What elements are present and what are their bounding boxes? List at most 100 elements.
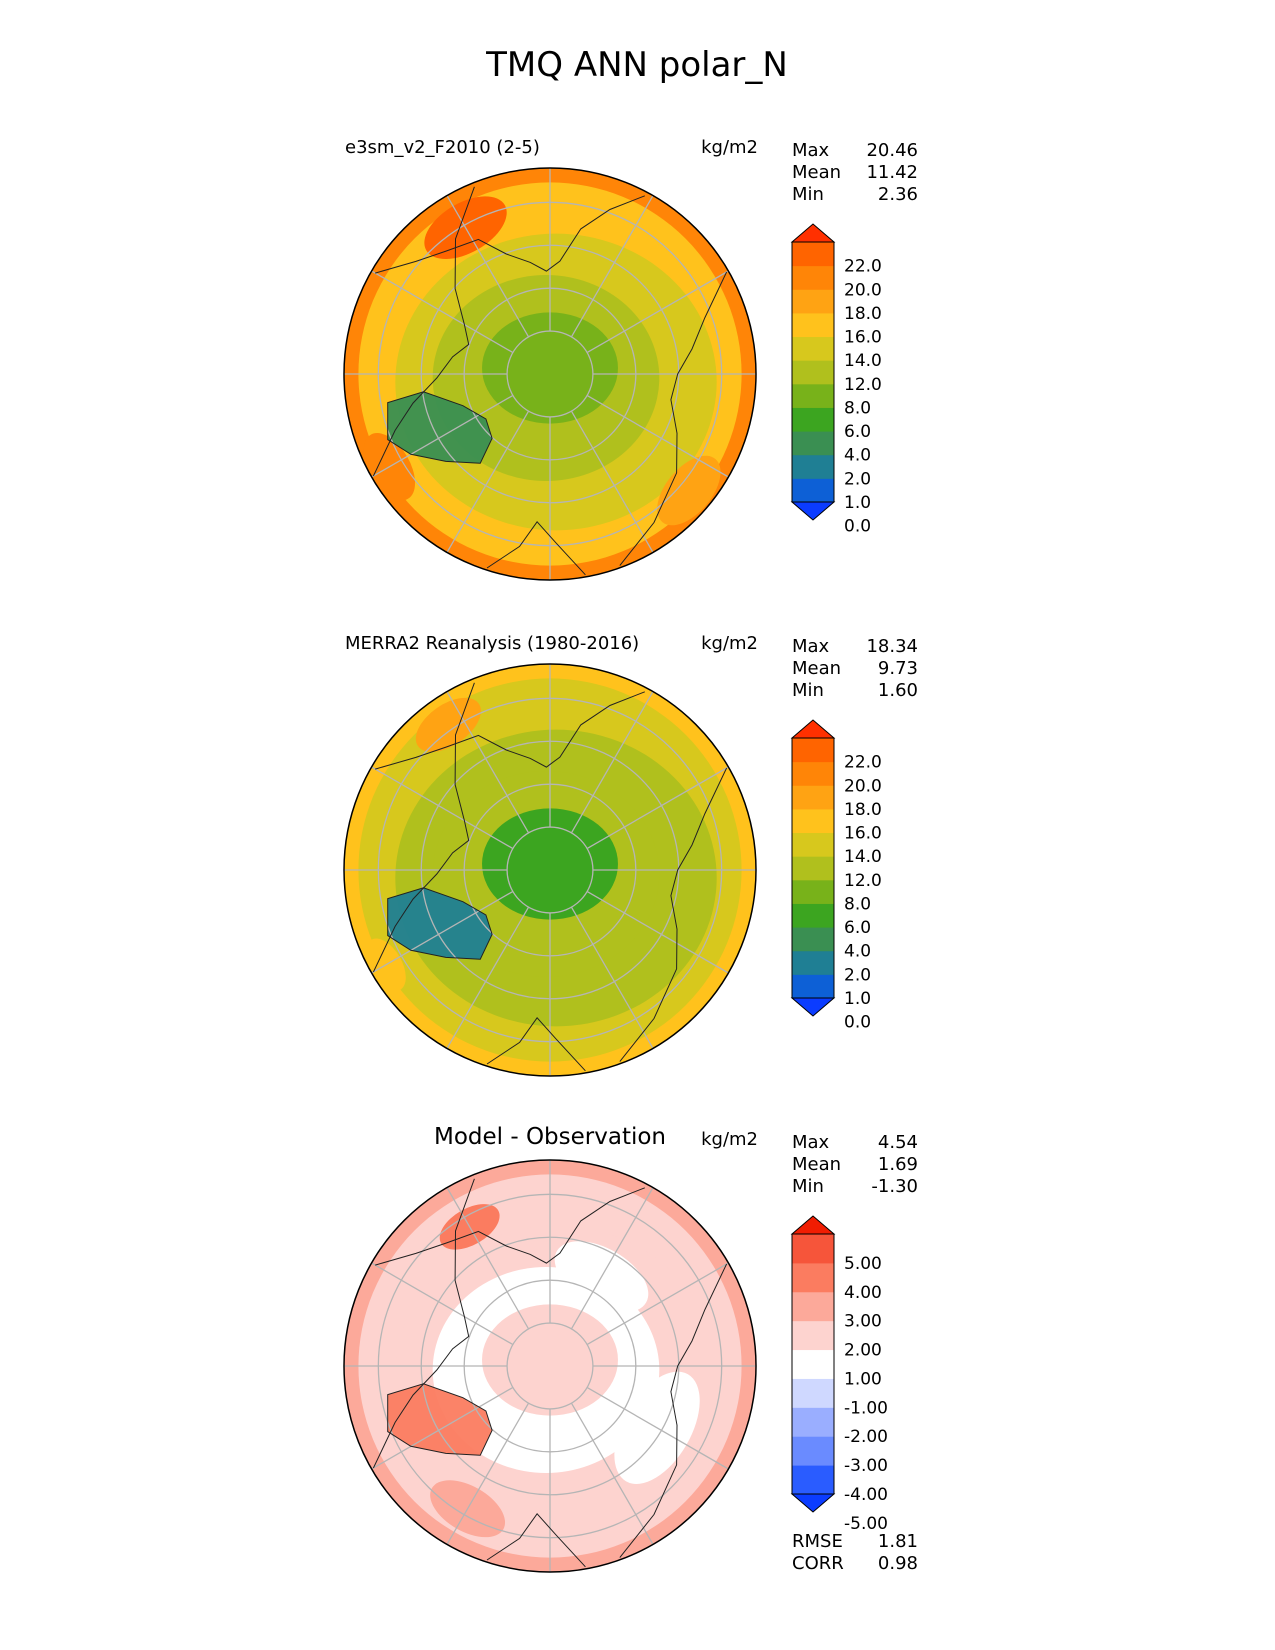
units-label: kg/m2 (701, 137, 758, 158)
panel-test: e3sm_v2_F2010 (2-5) kg/m2 Max 20.46 Mean 11.4… (343, 137, 918, 581)
colorbar-extend-max (790, 719, 836, 739)
field-patch (415, 697, 481, 752)
colorbar-bin (792, 431, 834, 456)
meridian-line (587, 395, 729, 478)
stat-label: Min (792, 1176, 824, 1197)
colorbar-tick-label: 4.0 (844, 446, 871, 466)
meridian-line (587, 1262, 729, 1345)
colorbar-bin (792, 950, 834, 975)
stat-label: Max (792, 636, 830, 657)
colorbar-bin (792, 289, 834, 314)
colorbar-extend-max (790, 223, 836, 243)
meridian-line (587, 891, 729, 974)
units-label: kg/m2 (701, 633, 758, 654)
colorbar-tick-label: 14.0 (844, 847, 882, 867)
colorbar-tick-label: 4.0 (844, 942, 871, 962)
colorbar-bin (792, 360, 834, 385)
field-pole (482, 1304, 618, 1416)
colorbar-tick-label: 2.0 (844, 469, 871, 489)
colorbar-bin (792, 1320, 834, 1351)
polar-map (344, 664, 756, 1076)
colorbar-bin (792, 761, 834, 786)
meridian-line (587, 270, 729, 353)
colorbar-bin (792, 265, 834, 290)
meridian-line (371, 395, 513, 478)
coastline-greenland (387, 887, 493, 960)
coastline (372, 1178, 475, 1469)
colorbar-frame (791, 1233, 835, 1495)
colorbar-bin (792, 832, 834, 857)
colorbar-bin (792, 808, 834, 834)
colorbar-tick-label: 12.0 (844, 375, 882, 395)
polar-map (344, 1160, 756, 1572)
stat-value: 9.73 (878, 658, 918, 679)
panels: e3sm_v2_F2010 (2-5) kg/m2 Max 20.46 Mean 11.4… (343, 137, 918, 1574)
colorbar-bin (792, 454, 834, 479)
colorbar-tick-label: 0.0 (844, 517, 871, 537)
coastline (486, 1017, 586, 1072)
coastline (372, 682, 475, 973)
colorbar-bin (792, 312, 834, 338)
colorbar-bin (792, 383, 834, 408)
meridian-line (371, 891, 513, 974)
stat-label: Max (792, 140, 830, 161)
coastline (375, 195, 645, 274)
field-greenland (387, 887, 493, 960)
stat-label: RMSE (792, 1531, 843, 1552)
colorbar-tick-label: 4.00 (844, 1283, 882, 1303)
colorbar-tick-label: 1.0 (844, 493, 871, 513)
stat-label: CORR (792, 1553, 844, 1574)
stat-label: Mean (792, 658, 841, 679)
colorbar-extend-min (790, 997, 836, 1017)
meridian-line (371, 1387, 513, 1470)
colorbar-tick-label: 22.0 (844, 257, 882, 277)
coastline (486, 1513, 586, 1568)
stat-value: 1.81 (878, 1531, 918, 1552)
units-label: kg/m2 (701, 1129, 758, 1150)
coastline (375, 691, 645, 770)
colorbar-bin (792, 336, 834, 361)
latitude-circle (506, 826, 594, 914)
meridian-line (446, 1403, 529, 1545)
colorbar-bin (792, 974, 834, 999)
coastline (619, 271, 728, 566)
colorbar-bin (792, 856, 834, 881)
colorbar-bin (792, 1349, 834, 1379)
meridian-line (571, 1403, 654, 1545)
figure-title: TMQ ANN polar_N (485, 45, 788, 85)
coastline (486, 521, 586, 576)
colorbar-tick-label: 20.0 (844, 280, 882, 300)
colorbar-extend-max (790, 1215, 836, 1235)
stat-value: 1.69 (878, 1154, 918, 1175)
meridian-line (371, 766, 513, 849)
field-greenland (387, 1383, 493, 1456)
colorbar-tick-label: 22.0 (844, 753, 882, 773)
coastline (372, 186, 475, 477)
colorbar-tick-label: 8.0 (844, 894, 871, 914)
colorbar-bin (792, 1291, 834, 1322)
colorbar-bin (792, 903, 834, 928)
panel-title: Model - Observation (434, 1124, 666, 1150)
colorbar-bin (792, 242, 834, 267)
colorbar-bin (792, 785, 834, 810)
map-boundary (343, 1159, 757, 1573)
colorbar-bin (792, 1436, 834, 1466)
meridian-line (446, 907, 529, 1049)
stat-label: Mean (792, 1154, 841, 1175)
colorbar-bin (792, 738, 834, 763)
colorbar-tick-label: -1.00 (844, 1398, 888, 1418)
coastline (619, 1263, 728, 1558)
colorbar-bin (792, 927, 834, 952)
meridian-line (571, 411, 654, 553)
map-boundary (343, 663, 757, 1077)
meridian-line (571, 907, 654, 1049)
colorbar-tick-label: 6.0 (844, 422, 871, 442)
coastline (619, 767, 728, 1062)
stat-value: 4.54 (878, 1132, 918, 1153)
colorbar-extend-min (790, 501, 836, 521)
panel-diff: Model - Observation kg/m2 Max 4.54 Mean 1.69 M… (343, 1124, 918, 1574)
meridian-line (571, 195, 654, 337)
colorbar-tick-label: 3.00 (844, 1312, 882, 1332)
colorbar-tick-label: 12.0 (844, 871, 882, 891)
panel-title: e3sm_v2_F2010 (2-5) (345, 137, 540, 158)
